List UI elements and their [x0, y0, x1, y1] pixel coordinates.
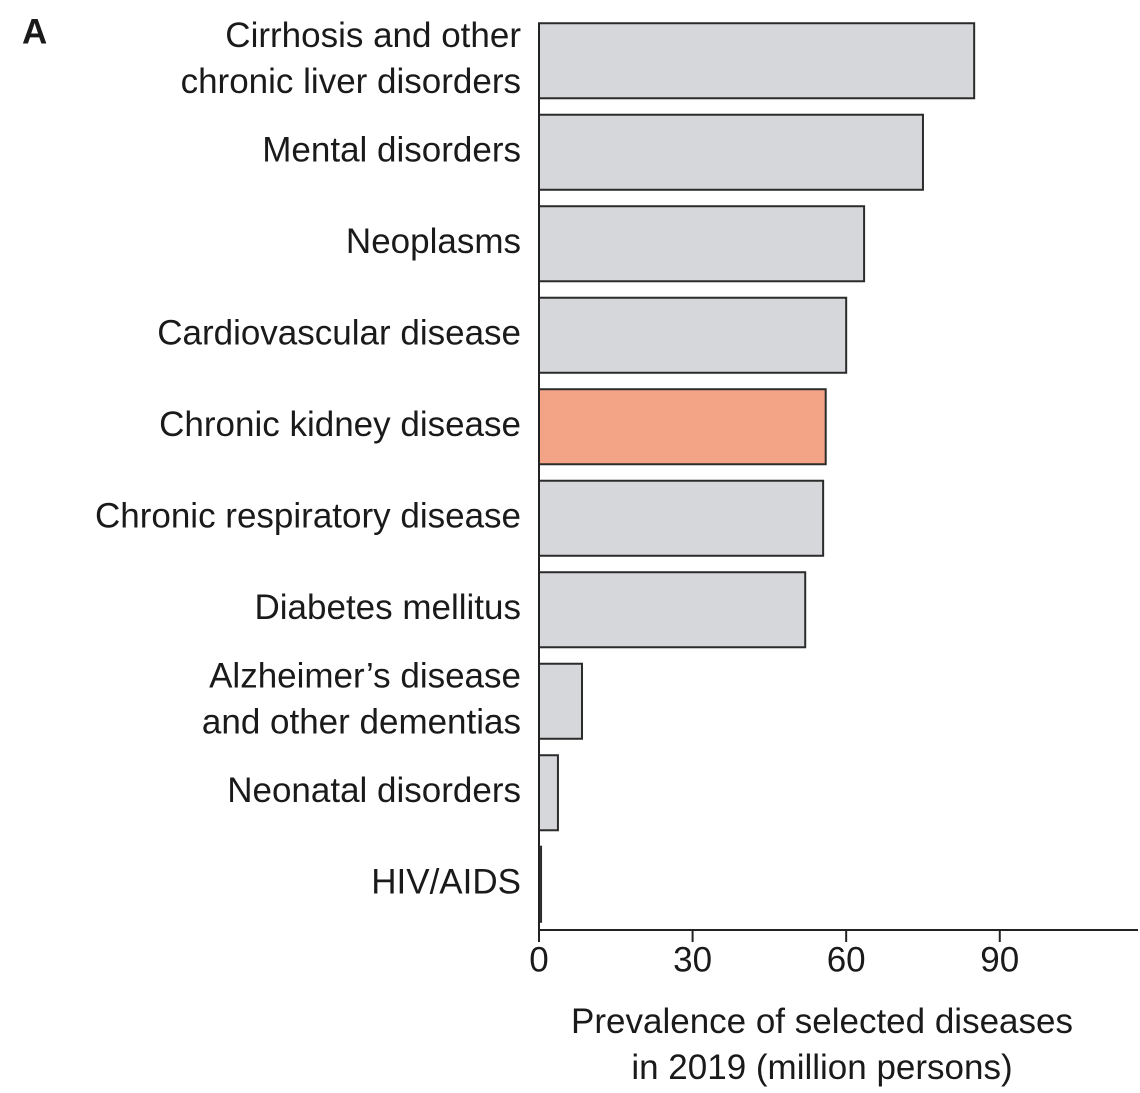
y-tick-label: Chronic respiratory disease — [95, 497, 521, 536]
bar — [538, 754, 559, 832]
bar — [538, 22, 976, 100]
bar — [538, 662, 584, 740]
bar — [538, 479, 825, 557]
y-tick-label: Chronic kidney disease — [159, 405, 521, 444]
x-tick-label: 90 — [980, 940, 1019, 979]
x-tick-label: 30 — [673, 940, 712, 979]
y-tick-label: Diabetes mellitus — [255, 588, 522, 627]
panel-label: A — [22, 12, 47, 51]
y-tick-label: HIV/AIDS — [371, 863, 521, 902]
y-tick-label: Cardiovascular disease — [157, 314, 521, 353]
bar — [538, 113, 924, 191]
bar — [538, 205, 866, 283]
bar — [538, 296, 848, 374]
y-tick-label: Neoplasms — [346, 222, 521, 261]
bar — [538, 571, 807, 649]
x-tick-label: 0 — [529, 940, 548, 979]
x-axis-title: Prevalence of selected diseases in 2019 (… — [571, 1002, 1073, 1087]
y-tick-label: Alzheimer’s disease and other dementias — [202, 657, 521, 742]
x-tick-label: 60 — [827, 940, 866, 979]
y-tick-label: Mental disorders — [262, 131, 521, 170]
y-tick-label: Cirrhosis and other chronic liver disorde… — [181, 16, 522, 101]
bar — [538, 388, 827, 466]
y-tick-label: Neonatal disorders — [227, 771, 521, 810]
